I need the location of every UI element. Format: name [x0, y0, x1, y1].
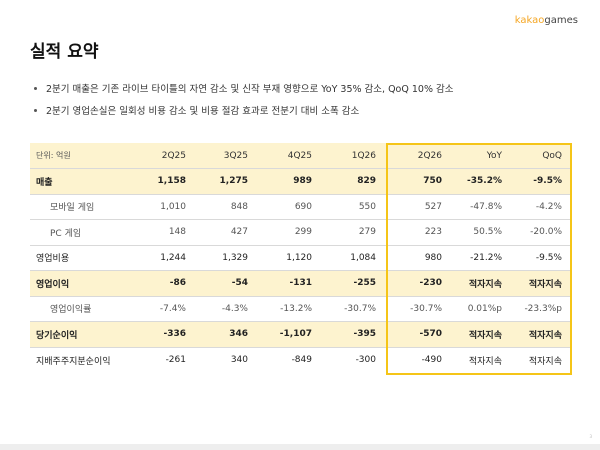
table-cell: 4Q25	[258, 143, 322, 169]
table-cell: 2Q26	[386, 143, 452, 169]
table-row: 영업이익률 -7.4% -4.3% -13.2% -30.7% -30.7% 0.01%p -…	[30, 296, 572, 322]
table-cell: -9.5%	[512, 245, 572, 271]
table-cell: 0.01%p	[452, 296, 512, 322]
footer-bar	[0, 444, 600, 450]
table-cell: -23.3%p	[512, 296, 572, 322]
table-cell: -35.2%	[452, 168, 512, 195]
results-table-container: 단위: 억원 2Q25 3Q25 4Q25 1Q26 2Q26 YoY QoQ 매출 1,158 1…	[30, 143, 572, 375]
table-row: 영업비용 1,244 1,329 1,120 1,084 980 -21.2% -9.5%	[30, 245, 572, 271]
page-number: 3	[589, 434, 592, 439]
table-cell: 550	[322, 194, 386, 220]
table-cell: 989	[258, 168, 322, 195]
table-cell: 346	[196, 321, 258, 348]
table-cell: 1,244	[130, 245, 196, 271]
table-cell: 690	[258, 194, 322, 220]
table-cell: 427	[196, 219, 258, 246]
table-cell: -255	[322, 270, 386, 297]
table-cell: -21.2%	[452, 245, 512, 271]
table-cell: -4.3%	[196, 296, 258, 322]
page-title: 실적 요약	[30, 42, 99, 62]
table-cell: 148	[130, 219, 196, 246]
table-cell: 1,275	[196, 168, 258, 195]
table-cell: -849	[291, 355, 312, 365]
table-cell: -13.2%	[258, 296, 322, 322]
bullet-item: 2분기 매출은 기존 라이브 타이틀의 자연 감소 및 신작 부재 영향으로 Y…	[34, 81, 453, 95]
table-cell: -4.2%	[512, 194, 572, 220]
table-cell: 750	[386, 168, 452, 195]
table-cell: -7.4%	[130, 296, 196, 322]
table-cell: 279	[322, 219, 386, 246]
table-cell: 340	[230, 355, 248, 365]
row-label: 영업비용	[30, 245, 130, 271]
table-cell: 1,158	[130, 168, 196, 195]
table-row: 모바일 게임 1,010 848 690 550 527 -47.8% -4.2%	[30, 194, 572, 220]
table-cell: QoQ	[512, 143, 572, 169]
bullet-text: 2분기 영업손실은 일회성 비용 감소 및 비용 절감 효과로 전분기 대비 소…	[46, 106, 360, 117]
bullet-text: 2분기 매출은 기존 라이브 타이틀의 자연 감소 및 신작 부재 영향으로 Y…	[46, 84, 454, 95]
table-cell: -300	[355, 355, 376, 365]
bullet-dot-icon	[34, 86, 37, 90]
brand-logo-part2: games	[544, 15, 578, 26]
table-cell: 50.5%	[452, 219, 512, 246]
table-cell: 1,329	[196, 245, 258, 271]
table-cell: 3Q25	[196, 143, 258, 169]
table-cell: -336	[130, 321, 196, 348]
table-cell: -490	[421, 355, 442, 365]
table-cell: -9.5%	[512, 168, 572, 195]
table-cell: 980	[386, 245, 452, 271]
row-label: 모바일 게임	[30, 194, 130, 220]
table-row: 지배주주지분순이익 -261 340 -849 -300 -490 적자지속 적자지속	[30, 347, 572, 373]
table-cell: 527	[386, 194, 452, 220]
table-cell: -131	[258, 270, 322, 297]
table-cell: -30.7%	[322, 296, 386, 322]
table-cell: -395	[322, 321, 386, 348]
row-label: 단위: 억원	[30, 143, 130, 169]
table-cell: 1,120	[258, 245, 322, 271]
results-table: 단위: 억원 2Q25 3Q25 4Q25 1Q26 2Q26 YoY QoQ 매출 1,158 1…	[30, 143, 572, 373]
table-cell: 적자지속	[452, 321, 512, 348]
table-cell: -230	[386, 270, 452, 297]
table-header-row: 단위: 억원 2Q25 3Q25 4Q25 1Q26 2Q26 YoY QoQ	[30, 143, 572, 169]
table-cell: -1,107	[258, 321, 322, 348]
table-cell: 적자지속	[452, 270, 512, 297]
brand-logo: kakaogames	[515, 15, 578, 26]
table-cell: 적자지속	[528, 356, 562, 367]
row-label: 영업이익	[30, 270, 130, 297]
row-label: 지배주주지분순이익	[36, 356, 111, 367]
bullet-item: 2분기 영업손실은 일회성 비용 감소 및 비용 절감 효과로 전분기 대비 소…	[34, 103, 453, 117]
table-cell: 1Q26	[322, 143, 386, 169]
row-label: 영업이익률	[30, 296, 130, 322]
table-cell: -20.0%	[512, 219, 572, 246]
table-cell: 2Q25	[130, 143, 196, 169]
summary-bullets: 2분기 매출은 기존 라이브 타이틀의 자연 감소 및 신작 부재 영향으로 Y…	[34, 81, 453, 125]
table-row: 매출 1,158 1,275 989 829 750 -35.2% -9.5%	[30, 168, 572, 195]
row-label: 매출	[30, 168, 130, 195]
table-cell: 829	[322, 168, 386, 195]
table-cell: YoY	[452, 143, 512, 169]
table-row: 당기순이익 -336 346 -1,107 -395 -570 적자지속 적자지속	[30, 321, 572, 348]
table-cell: 1,084	[322, 245, 386, 271]
table-cell: -54	[196, 270, 258, 297]
table-cell: 223	[386, 219, 452, 246]
table-cell: -47.8%	[452, 194, 512, 220]
table-row: 영업이익 -86 -54 -131 -255 -230 적자지속 적자지속	[30, 270, 572, 297]
table-cell: 848	[196, 194, 258, 220]
table-cell: 적자지속	[468, 356, 502, 367]
table-cell: -86	[130, 270, 196, 297]
bullet-dot-icon	[34, 108, 37, 112]
table-cell: -30.7%	[386, 296, 452, 322]
table-cell: 299	[258, 219, 322, 246]
table-cell: 적자지속	[512, 321, 572, 348]
table-cell: 1,010	[130, 194, 196, 220]
table-cell: 적자지속	[512, 270, 572, 297]
table-cell: -261	[165, 355, 186, 365]
brand-logo-part1: kakao	[514, 15, 545, 26]
row-label: 당기순이익	[30, 321, 130, 348]
table-cell: -570	[386, 321, 452, 348]
table-row: PC 게임 148 427 299 279 223 50.5% -20.0%	[30, 219, 572, 246]
row-label: PC 게임	[30, 219, 130, 246]
